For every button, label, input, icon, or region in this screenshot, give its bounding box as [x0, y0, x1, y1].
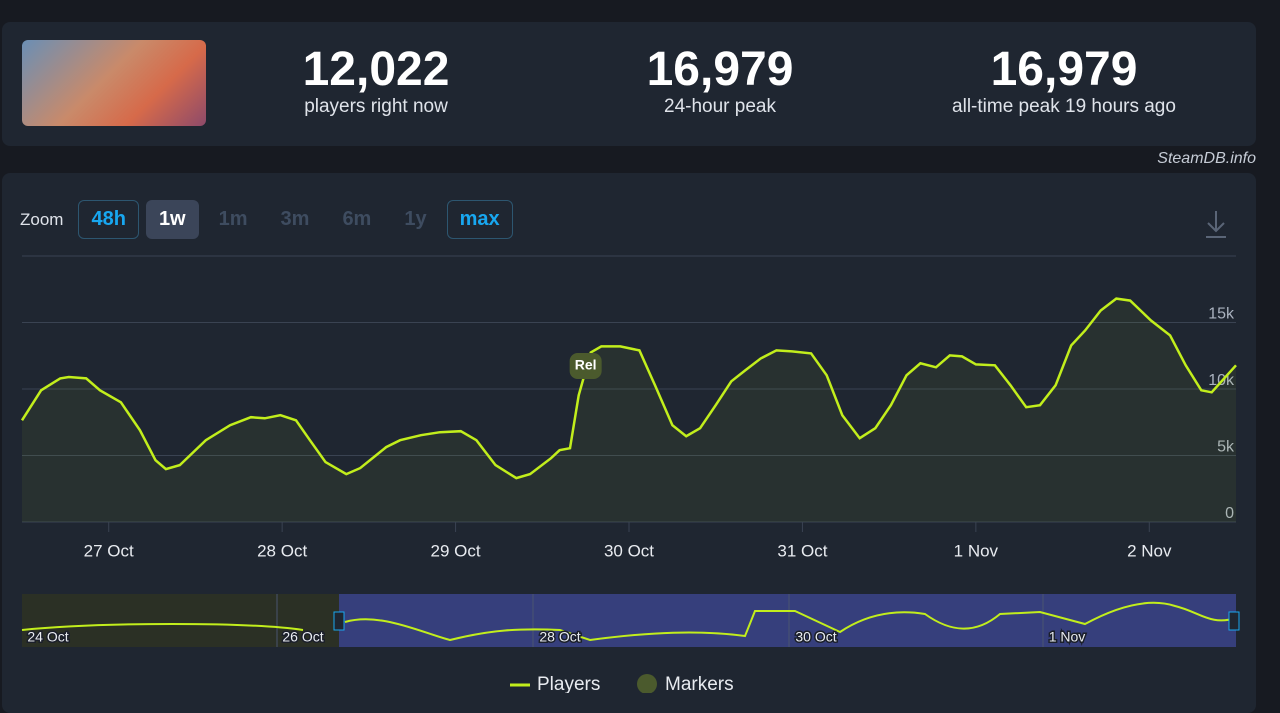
navigator-handle[interactable] [333, 611, 345, 631]
zoom-button[interactable]: 1m [218, 208, 248, 230]
y-tick-label: 5k [1217, 439, 1235, 456]
zoom-button[interactable]: 48h [78, 200, 139, 239]
x-tick-label: 31 Oct [777, 541, 827, 560]
series-line [20, 297, 1237, 480]
series-area [22, 298, 1236, 522]
zoom-label: Zoom [20, 209, 64, 229]
zoom-button[interactable]: 1w [145, 200, 199, 239]
navigator-label: 30 Oct [795, 629, 836, 645]
navigator-window[interactable] [339, 594, 1236, 647]
navigator-label: 1 Nov [1049, 629, 1086, 645]
zoom-button[interactable]: 3m [280, 208, 310, 230]
navigator-outside [22, 594, 339, 647]
x-tick-label: 30 Oct [604, 541, 654, 560]
navigator-handle[interactable] [1228, 611, 1240, 631]
stat-label: all-time peak 19 hours ago [952, 96, 1176, 117]
watermark[interactable]: SteamDB.info [1157, 150, 1256, 167]
navigator-grid [276, 594, 1044, 647]
zoom-button[interactable]: max [446, 200, 513, 239]
x-tick-label: 28 Oct [257, 541, 307, 560]
legend-swatch [637, 674, 657, 693]
navigator-line [21, 601, 1237, 642]
stat-value: 16,979 [990, 43, 1138, 96]
chart: 24 Oct 26 Oct 28 Oct 30 Oct 1 Nov 05k10k… [20, 211, 1240, 693]
x-tick-label: 1 Nov [954, 541, 999, 560]
navigator-label: 26 Oct [282, 629, 323, 645]
x-tick-label: 27 Oct [84, 541, 134, 560]
stat: 16,979 24-hour peak [560, 44, 880, 118]
page: 12,022 players right now 16,979 24-hour pe… [2, 22, 1256, 713]
stats-card: 12,022 players right now 16,979 24-hour pe… [2, 22, 1256, 146]
game-image[interactable] [22, 40, 206, 126]
stat: 12,022 players right now [216, 44, 536, 118]
zoom-button[interactable]: 6m [342, 208, 372, 230]
zoom-button[interactable]: 1y [404, 208, 427, 230]
navigator-label: 28 Oct [539, 629, 580, 645]
y-tick-label: 15k [1208, 306, 1235, 323]
stat-value: 16,979 [646, 43, 794, 96]
x-tick-label: 29 Oct [431, 541, 481, 560]
navigator-label: 24 Oct [27, 629, 68, 645]
legend-label: Markers [665, 674, 734, 693]
download-icon[interactable] [1206, 211, 1226, 238]
stat-value: 12,022 [302, 43, 450, 96]
zoom-bar: Zoom 48h 1w 1m 3m 6m 1y max [20, 200, 513, 239]
x-tick-label: 2 Nov [1127, 541, 1172, 560]
annotation-label: Rel [575, 357, 597, 373]
stat: 16,979 all-time peak 19 hours ago [904, 44, 1224, 118]
stat-label: 24-hour peak [664, 96, 776, 117]
stat-label: players right now [304, 96, 448, 117]
y-tick-label: 0 [1225, 505, 1234, 522]
annotation-marker [569, 353, 602, 379]
legend-label: Players [537, 674, 600, 693]
